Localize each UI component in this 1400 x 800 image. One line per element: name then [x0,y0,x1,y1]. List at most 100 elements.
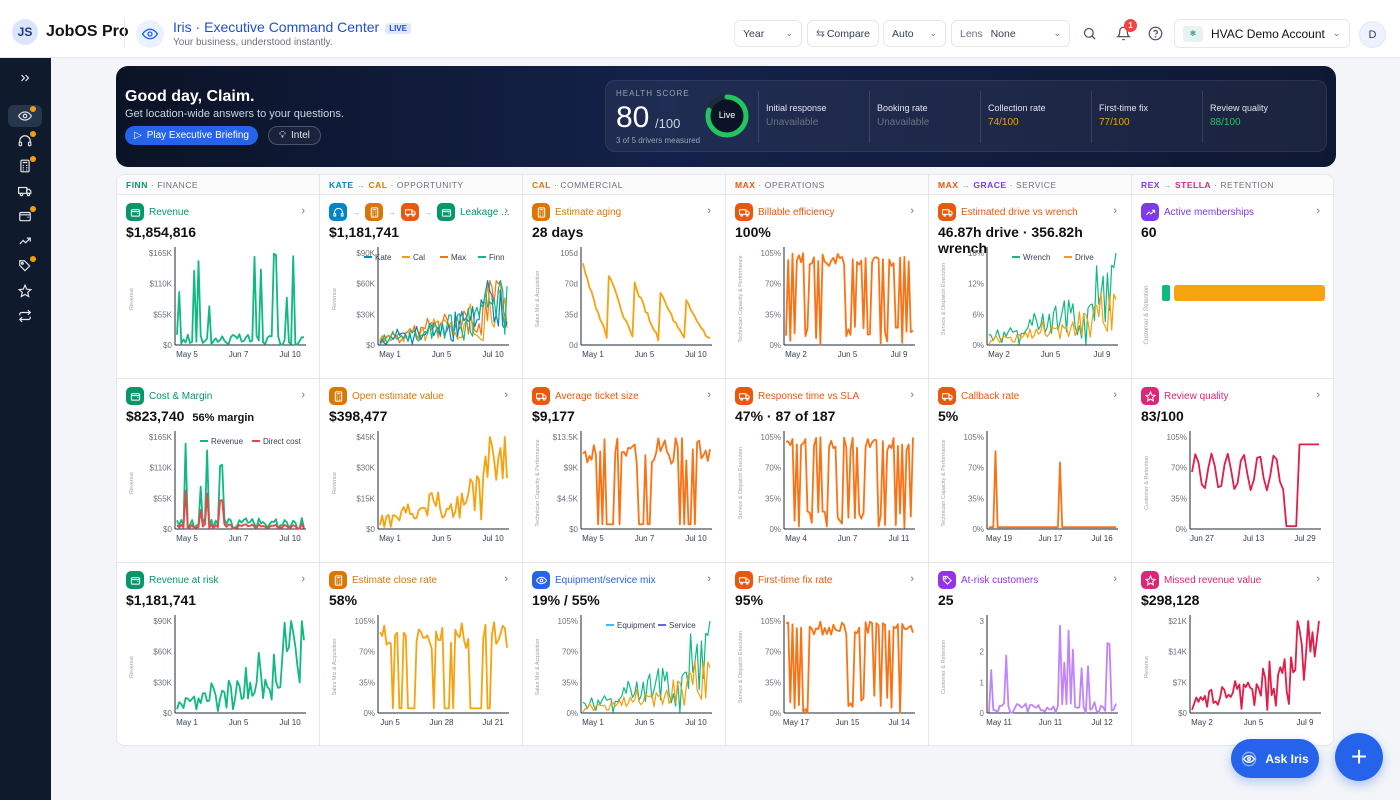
ask-iris-button[interactable]: Ask Iris [1231,739,1319,778]
y-tick-label: 0% [972,341,984,350]
metric-card[interactable]: Revenue at risk › $1,181,741 Revenue $90K $… [117,563,320,745]
add-button[interactable]: + [1335,733,1383,781]
chevron-right-icon[interactable]: › [1316,205,1320,217]
series-line-revenue [176,442,305,530]
chevron-right-icon[interactable]: › [1113,389,1117,401]
metric-card[interactable]: Response time vs SLA › 47% · 87 of 187 Se… [726,379,929,563]
metric-card[interactable]: Estimated drive vs wrench › 46.87h drive… [929,195,1132,379]
period-select[interactable]: Year ⌄ [734,20,802,47]
lens-select[interactable]: Lens None ⌄ [951,20,1070,47]
search-icon[interactable] [1078,22,1100,44]
card-chart: Revenue $45K $30K $15K $0 May 1 Jun 5 Jul 10 [332,431,509,543]
sidebar-item-repeat[interactable] [8,305,42,327]
chevron-right-icon[interactable]: › [1113,573,1117,585]
x-tick-label: May 5 [176,534,198,543]
user-avatar[interactable]: D [1359,21,1386,48]
metric-card[interactable]: Cost & Margin › $823,740 56% margin Revenu… [117,379,320,563]
x-tick-label: May 1 [379,534,401,543]
intel-label: Intel [291,130,310,141]
chevron-right-icon[interactable]: › [1316,389,1320,401]
chevron-right-icon[interactable]: › [301,573,305,585]
y-tick-label: 105% [355,617,375,626]
chevron-right-icon[interactable]: › [301,205,305,217]
health-driver: Booking rate Unavailable [877,103,977,128]
metric-card[interactable]: Estimate aging › 28 days Sales Mix & Acqu… [523,195,726,379]
sidebar-item-wallet[interactable] [8,205,42,227]
series-line [176,620,305,712]
metric-card[interactable]: Callback rate › 5% Technician Capacity & … [929,379,1132,563]
chevron-right-icon[interactable]: › [910,573,914,585]
intel-button[interactable]: 💡︎ Intel [268,126,321,145]
sidebar-item-trending[interactable] [8,230,42,252]
x-tick-label: May 1 [176,718,198,727]
x-tick-label: Jun 5 [229,718,249,727]
metric-card[interactable]: Equipment/service mix › 19% / 55% Sales M… [523,563,726,745]
y-tick-label: 70% [765,280,781,289]
health-status: Live [718,110,736,120]
x-tick-label: Jun 5 [1244,718,1264,727]
area-name: OPPORTUNITY [396,179,464,190]
card-value-row: $1,854,816 [126,224,196,240]
compare-button[interactable]: ⇆ Compare [807,20,879,47]
series-line [989,450,1116,529]
metric-card[interactable]: At-risk customers › 25 Customer & Retenti… [929,563,1132,745]
y-tick-label: 0% [769,709,781,718]
chevron-right-icon[interactable]: › [1113,205,1117,217]
sidebar-item-tag[interactable] [8,255,42,277]
chevron-right-icon[interactable]: › [504,205,508,217]
y-tick-label: $21K [1168,617,1187,626]
y-axis-label: Customer & Retention [1144,456,1150,510]
metric-card[interactable]: Review quality › 83/100 Customer & Retent… [1132,379,1333,563]
chevron-right-icon[interactable]: › [707,389,711,401]
sidebar-item-truck[interactable] [8,180,42,202]
chevron-right-icon[interactable]: › [707,205,711,217]
x-tick-label: Jul 9 [1094,350,1111,359]
chevron-right-icon[interactable]: › [1316,573,1320,585]
metric-card[interactable]: Revenue › $1,854,816 Revenue $165K $110K $55… [117,195,320,379]
metric-card[interactable]: Active memberships › 60 Customer & Retent… [1132,195,1333,379]
truck-icon [532,387,550,405]
card-header: Average ticket size [532,387,639,405]
iris-eye-icon[interactable] [136,20,164,48]
tag-icon [19,260,31,272]
sidebar-item-expand[interactable] [8,67,42,89]
metric-card[interactable]: → → → Leakage ... › $1,181,741 Revenue $90K $6… [320,195,523,379]
metric-card[interactable]: Open estimate value › $398,477 Revenue $45… [320,379,523,563]
sidebar-item-calculator[interactable] [8,155,42,177]
x-tick-label: Jun 11 [1039,718,1063,727]
mode-select[interactable]: Auto ⌄ [883,20,946,47]
card-chart: Revenue $21K $14K $7K $0 May 2 Jun 5 Jul 9 [1144,615,1321,727]
card-header: Active memberships [1141,203,1254,221]
chevron-right-icon[interactable]: › [910,389,914,401]
chevron-right-icon[interactable]: › [504,389,508,401]
chevron-right-icon[interactable]: › [504,573,508,585]
notification-bell-icon[interactable]: 1 [1112,19,1137,44]
metric-card[interactable]: Estimate close rate › 58% Sales Mix & Acq… [320,563,523,745]
app-logo[interactable]: JS JobOS Pro [12,19,129,45]
driver-value: 74/100 [988,117,1019,128]
sidebar-item-eye[interactable] [8,105,42,127]
play-briefing-button[interactable]: ▷ Play Executive Briefing [125,126,258,145]
eye-icon [1241,751,1257,766]
card-value-row: 95% [735,592,763,608]
x-tick-label: Jun 28 [429,718,454,727]
card-title: Estimate aging [555,206,622,218]
metric-card[interactable]: First-time fix rate › 95% Service & Dispa… [726,563,929,745]
help-icon[interactable] [1144,22,1166,44]
x-tick-label: May 17 [783,718,810,727]
y-tick-label: 105% [761,617,781,626]
card-header: Missed revenue value [1141,571,1261,589]
sidebar-item-headset[interactable] [8,130,42,152]
chevron-right-icon[interactable]: › [707,573,711,585]
sidebar-item-star[interactable] [8,280,42,302]
legend-label: Drive [1075,253,1094,262]
metric-card[interactable]: Missed revenue value › $298,128 Revenue $2… [1132,563,1333,745]
chevron-right-icon[interactable]: › [910,205,914,217]
account-switcher[interactable]: ❄ HVAC Demo Account ⌄ [1174,19,1350,48]
hero-banner: Good day, Claim. Get location-wide answe… [116,66,1336,167]
metric-card[interactable]: Average ticket size › $9,177 Technician C… [523,379,726,563]
wallet-icon [437,203,455,221]
chevron-right-icon[interactable]: › [301,389,305,401]
y-tick-label: 35% [359,678,375,687]
metric-card[interactable]: Billable efficiency › 100% Technician Cap… [726,195,929,379]
